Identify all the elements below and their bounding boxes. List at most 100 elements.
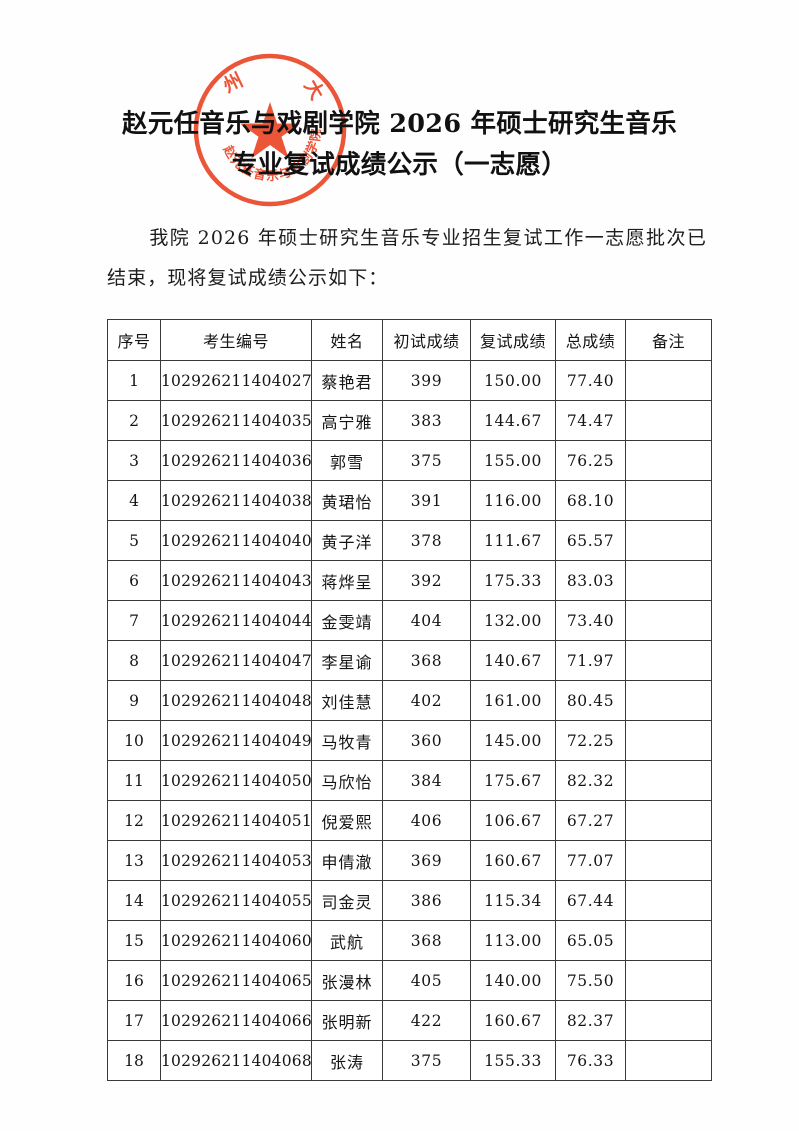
cell-first: 368 [382, 640, 471, 681]
table-row: 3 102926211404036 郭雪 375 155.00 76.25 [107, 440, 712, 481]
cell-exam_no: 102926211404053 [160, 840, 312, 881]
cell-note [625, 880, 712, 921]
cell-name: 武航 [311, 920, 383, 961]
cell-second: 150.00 [470, 360, 556, 401]
cell-exam_no: 102926211404036 [160, 440, 312, 481]
cell-second: 111.67 [470, 520, 556, 561]
cell-second: 115.34 [470, 880, 556, 921]
cell-name: 刘佳慧 [311, 680, 383, 721]
table-row: 4 102926211404038 黄珺怡 391 116.00 68.10 [107, 480, 712, 521]
table-row: 2 102926211404035 高宁雅 383 144.67 74.47 [107, 400, 712, 441]
cell-exam_no: 102926211404027 [160, 360, 312, 401]
cell-total: 83.03 [555, 560, 626, 601]
cell-first: 384 [382, 760, 471, 801]
cell-total: 72.25 [555, 720, 626, 761]
cell-first: 386 [382, 880, 471, 921]
cell-name: 黄珺怡 [311, 480, 383, 521]
document-title: 赵元任音乐与戏剧学院 2026 年硕士研究生音乐 专业复试成绩公示（一志愿） [0, 104, 799, 186]
cell-first: 422 [382, 1000, 471, 1041]
cell-name: 倪爱熙 [311, 800, 383, 841]
cell-name: 张明新 [311, 1000, 383, 1041]
cell-index: 4 [107, 480, 161, 521]
cell-second: 116.00 [470, 480, 556, 521]
table-header: 序号 考生编号 姓名 初试成绩 复试成绩 总成绩 备注 [107, 319, 712, 361]
body-paragraph: 我院 2026 年硕士研究生音乐专业招生复试工作一志愿批次已结束，现将复试成绩公… [107, 218, 707, 298]
cell-index: 18 [107, 1040, 161, 1081]
cell-total: 82.37 [555, 1000, 626, 1041]
cell-index: 16 [107, 960, 161, 1001]
table-row: 6 102926211404043 蒋烨呈 392 175.33 83.03 [107, 560, 712, 601]
title-line-1: 赵元任音乐与戏剧学院 2026 年硕士研究生音乐 [122, 109, 677, 139]
table-row: 5 102926211404040 黄子洋 378 111.67 65.57 [107, 520, 712, 561]
cell-note [625, 840, 712, 881]
cell-note [625, 920, 712, 961]
column-header-total: 总成绩 [555, 319, 626, 361]
table-header-row: 序号 考生编号 姓名 初试成绩 复试成绩 总成绩 备注 [107, 319, 712, 361]
column-header-second: 复试成绩 [470, 319, 556, 361]
cell-first: 375 [382, 440, 471, 481]
cell-second: 175.33 [470, 560, 556, 601]
cell-exam_no: 102926211404065 [160, 960, 312, 1001]
cell-first: 368 [382, 920, 471, 961]
body-paragraph-text: 我院 2026 年硕士研究生音乐专业招生复试工作一志愿批次已结束，现将复试成绩公… [107, 227, 707, 289]
cell-first: 404 [382, 600, 471, 641]
cell-second: 155.33 [470, 1040, 556, 1081]
cell-total: 76.33 [555, 1040, 626, 1081]
cell-second: 160.67 [470, 1000, 556, 1041]
cell-second: 140.00 [470, 960, 556, 1001]
cell-second: 106.67 [470, 800, 556, 841]
cell-first: 383 [382, 400, 471, 441]
cell-name: 李星谕 [311, 640, 383, 681]
cell-second: 144.67 [470, 400, 556, 441]
cell-second: 155.00 [470, 440, 556, 481]
cell-exam_no: 102926211404035 [160, 400, 312, 441]
cell-second: 145.00 [470, 720, 556, 761]
cell-index: 11 [107, 760, 161, 801]
cell-index: 6 [107, 560, 161, 601]
cell-note [625, 560, 712, 601]
cell-note [625, 640, 712, 681]
cell-second: 140.67 [470, 640, 556, 681]
cell-note [625, 800, 712, 841]
cell-total: 80.45 [555, 680, 626, 721]
cell-total: 74.47 [555, 400, 626, 441]
table-row: 15 102926211404060 武航 368 113.00 65.05 [107, 920, 712, 961]
cell-index: 13 [107, 840, 161, 881]
cell-name: 司金灵 [311, 880, 383, 921]
table-row: 11 102926211404050 马欣怡 384 175.67 82.32 [107, 760, 712, 801]
title-line-2: 专业复试成绩公示（一志愿） [231, 150, 568, 180]
cell-total: 75.50 [555, 960, 626, 1001]
column-header-exam-no: 考生编号 [160, 319, 312, 361]
table-row: 18 102926211404068 张涛 375 155.33 76.33 [107, 1040, 712, 1081]
cell-exam_no: 102926211404051 [160, 800, 312, 841]
cell-name: 郭雪 [311, 440, 383, 481]
cell-name: 高宁雅 [311, 400, 383, 441]
cell-exam_no: 102926211404038 [160, 480, 312, 521]
cell-exam_no: 102926211404049 [160, 720, 312, 761]
cell-note [625, 400, 712, 441]
cell-total: 76.25 [555, 440, 626, 481]
cell-first: 392 [382, 560, 471, 601]
table-row: 14 102926211404055 司金灵 386 115.34 67.44 [107, 880, 712, 921]
cell-first: 406 [382, 800, 471, 841]
cell-total: 77.07 [555, 840, 626, 881]
cell-note [625, 520, 712, 561]
cell-note [625, 480, 712, 521]
table-row: 12 102926211404051 倪爱熙 406 106.67 67.27 [107, 800, 712, 841]
cell-first: 369 [382, 840, 471, 881]
cell-first: 402 [382, 680, 471, 721]
cell-total: 68.10 [555, 480, 626, 521]
cell-name: 马欣怡 [311, 760, 383, 801]
cell-total: 77.40 [555, 360, 626, 401]
cell-index: 14 [107, 880, 161, 921]
cell-first: 399 [382, 360, 471, 401]
cell-exam_no: 102926211404066 [160, 1000, 312, 1041]
cell-name: 张漫林 [311, 960, 383, 1001]
cell-exam_no: 102926211404050 [160, 760, 312, 801]
cell-index: 10 [107, 720, 161, 761]
cell-name: 蒋烨呈 [311, 560, 383, 601]
cell-first: 405 [382, 960, 471, 1001]
table-body: 1 102926211404027 蔡艳君 399 150.00 77.40 2 102926… [107, 360, 712, 1081]
cell-total: 73.40 [555, 600, 626, 641]
